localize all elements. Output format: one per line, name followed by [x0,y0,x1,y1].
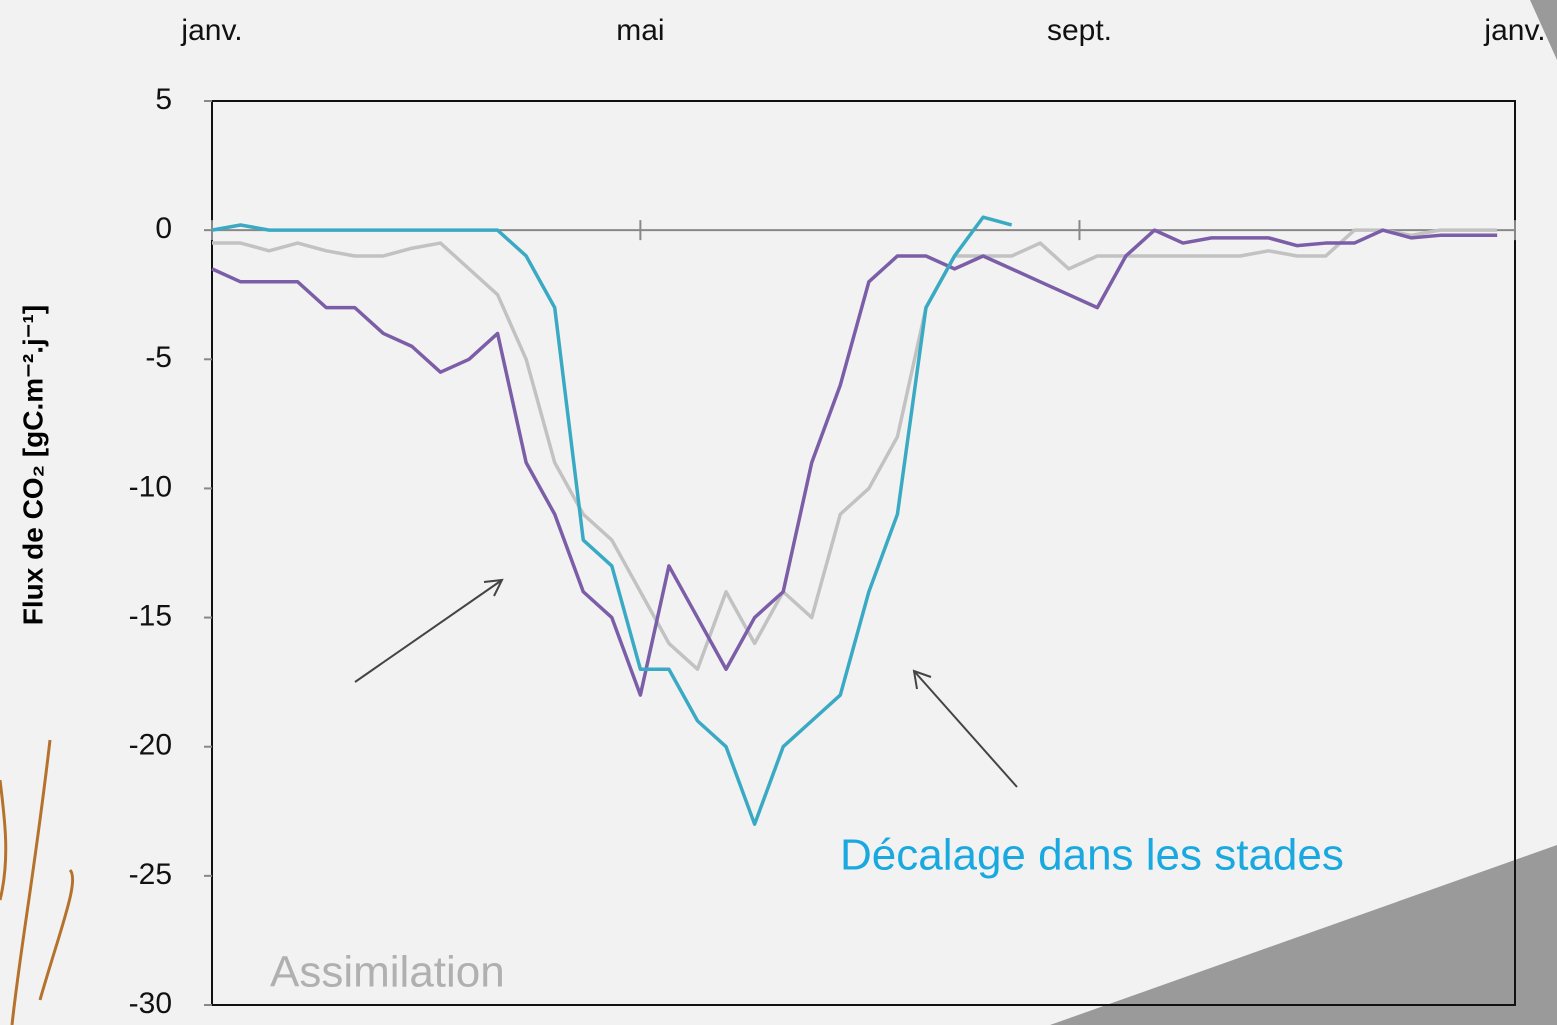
annotation: Décalage dans les stades [840,831,1344,880]
x-tick-label: sept. [1047,14,1112,47]
x-tick-label: janv. [1483,14,1545,47]
wheat-decor [0,739,75,1025]
x-tick-label: mai [616,14,664,47]
y-tick-label: -5 [145,341,172,374]
y-tick-label: -15 [129,599,172,632]
annotation: Assimilation [270,948,505,997]
y-axis-label: Flux de CO₂ [gC.m⁻².j⁻¹] [17,305,48,625]
x-tick-label: janv. [180,14,242,47]
y-tick-label: -25 [129,858,172,891]
data-line [212,228,1498,671]
plot-frame [211,100,1516,1006]
arrow [354,578,504,683]
y-tick-label: -30 [129,987,172,1020]
decor-corner [1530,0,1557,60]
y-tick-label: 0 [155,212,172,245]
data-line [211,228,1498,697]
y-tick-label: 5 [155,83,172,116]
y-tick-label: -10 [129,470,172,503]
y-tick-label: -20 [129,729,172,762]
data-line [211,215,1013,826]
decor-corner [1050,845,1557,1025]
arrow [912,669,1018,788]
